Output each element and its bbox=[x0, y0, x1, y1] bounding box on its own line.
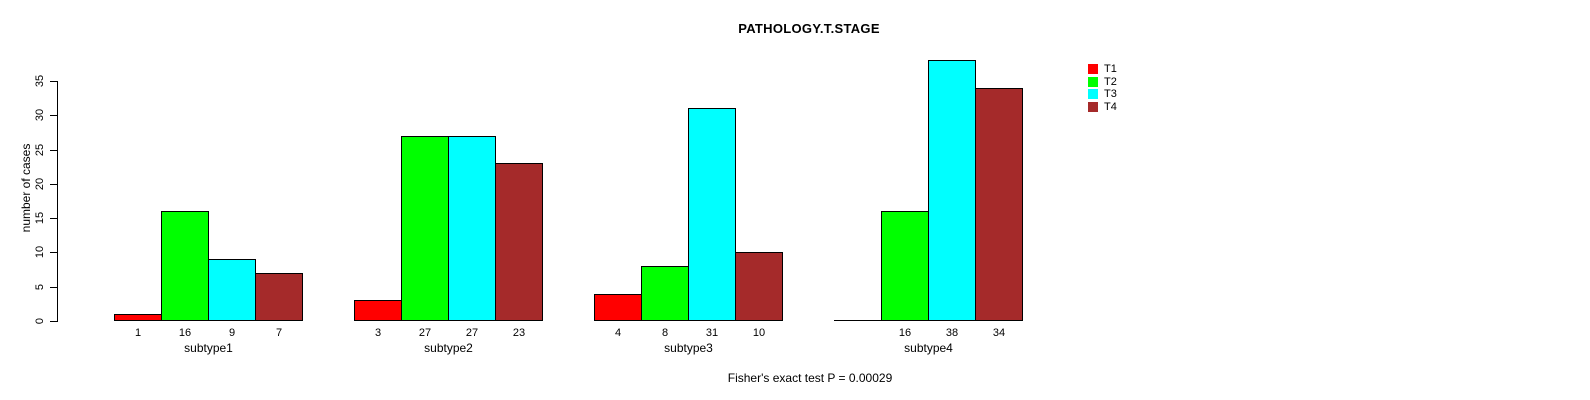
y-tick-label: 25 bbox=[34, 143, 46, 157]
bar-T2-subtype1 bbox=[161, 211, 209, 321]
y-tick-mark bbox=[50, 115, 57, 116]
bar-T3-subtype4 bbox=[928, 60, 976, 321]
bar-value-T1-subtype3: 4 bbox=[614, 327, 622, 339]
y-tick-label: 0 bbox=[34, 317, 46, 325]
bar-value-T3-subtype4: 38 bbox=[945, 327, 959, 339]
category-label-subtype2: subtype2 bbox=[424, 341, 473, 355]
bar-value-T1-subtype1: 1 bbox=[134, 327, 142, 339]
bar-T1-subtype2 bbox=[354, 300, 402, 321]
bar-value-T3-subtype3: 31 bbox=[705, 327, 719, 339]
bar-T4-subtype3 bbox=[735, 252, 783, 321]
y-tick-mark bbox=[50, 184, 57, 185]
category-label-subtype4: subtype4 bbox=[904, 341, 953, 355]
y-tick-mark bbox=[50, 150, 57, 151]
bar-T2-subtype3 bbox=[641, 266, 689, 321]
bar-T4-subtype1 bbox=[255, 273, 303, 321]
y-axis-label: number of cases bbox=[19, 143, 33, 233]
bar-T2-subtype4 bbox=[881, 211, 929, 321]
y-tick-label: 5 bbox=[34, 283, 46, 291]
y-tick-mark bbox=[50, 81, 57, 82]
bar-T1-subtype3 bbox=[594, 294, 642, 321]
bar-value-T2-subtype4: 16 bbox=[898, 327, 912, 339]
legend-label-T4: T4 bbox=[1104, 100, 1117, 113]
legend-swatch-T2 bbox=[1088, 76, 1098, 87]
bar-T2-subtype2 bbox=[401, 136, 449, 321]
legend-swatch-T3 bbox=[1088, 89, 1098, 99]
bar-T4-subtype4 bbox=[975, 88, 1023, 321]
bar-value-T4-subtype3: 10 bbox=[752, 327, 766, 339]
legend-swatch-T1 bbox=[1088, 64, 1098, 74]
y-tick-label: 35 bbox=[34, 74, 46, 88]
y-tick-label: 10 bbox=[34, 245, 46, 259]
bar-value-T2-subtype2: 27 bbox=[418, 327, 432, 339]
bar-value-T1-subtype2: 3 bbox=[374, 327, 382, 339]
legend-label-T1: T1 bbox=[1104, 63, 1117, 75]
legend-label-T2: T2 bbox=[1104, 75, 1117, 88]
chart-title: PATHOLOGY.T.STAGE bbox=[738, 21, 880, 36]
bar-value-T4-subtype2: 23 bbox=[512, 327, 526, 339]
y-axis-line bbox=[57, 81, 58, 322]
bar-T3-subtype2 bbox=[448, 136, 496, 321]
bar-T3-subtype1 bbox=[208, 259, 256, 321]
stat-test-annotation: Fisher's exact test P = 0.00029 bbox=[727, 371, 893, 385]
bar-value-T2-subtype1: 16 bbox=[178, 327, 192, 339]
category-label-subtype1: subtype1 bbox=[184, 341, 233, 355]
bar-value-T3-subtype2: 27 bbox=[465, 327, 479, 339]
bar-T1-subtype1 bbox=[114, 314, 162, 321]
legend-label-T3: T3 bbox=[1104, 88, 1117, 100]
y-tick-mark bbox=[50, 287, 57, 288]
bar-value-T3-subtype1: 9 bbox=[228, 327, 236, 339]
y-tick-label: 20 bbox=[34, 177, 46, 191]
category-label-subtype3: subtype3 bbox=[664, 341, 713, 355]
y-tick-mark bbox=[50, 218, 57, 219]
bar-T4-subtype2 bbox=[495, 163, 543, 321]
y-tick-mark bbox=[50, 321, 57, 322]
bar-value-T4-subtype1: 7 bbox=[275, 327, 283, 339]
y-tick-mark bbox=[50, 252, 57, 253]
legend-swatch-T4 bbox=[1088, 101, 1098, 112]
bar-T1-subtype4-zero bbox=[834, 320, 882, 321]
bar-T3-subtype3 bbox=[688, 108, 736, 321]
y-tick-label: 30 bbox=[34, 108, 46, 122]
y-tick-label: 15 bbox=[34, 211, 46, 225]
bar-value-T4-subtype4: 34 bbox=[992, 327, 1006, 339]
bar-value-T2-subtype3: 8 bbox=[661, 327, 669, 339]
